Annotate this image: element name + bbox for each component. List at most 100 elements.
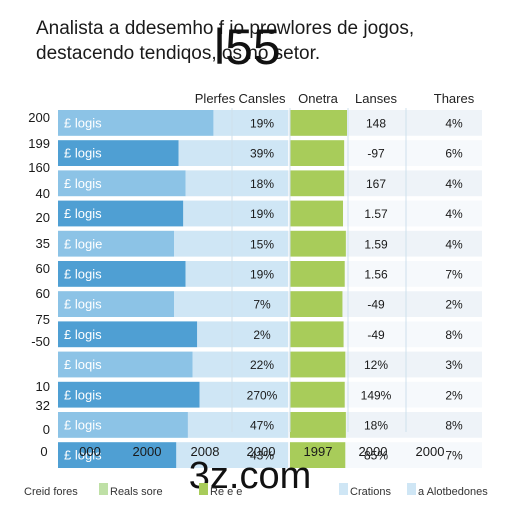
row-value-2: 149%: [361, 388, 392, 402]
legend-swatch: [199, 483, 208, 495]
data-bar: [58, 140, 179, 166]
bar-track: [178, 140, 288, 166]
bar-track: [176, 442, 288, 468]
y-tick-label: 199: [28, 136, 50, 151]
bar-track: [197, 321, 288, 348]
legend-swatch: [339, 483, 348, 495]
row-label: £ logie: [64, 236, 102, 251]
column-header: Lanses: [355, 91, 397, 106]
column-header: Onetra: [298, 91, 339, 106]
row-value-2: 18%: [364, 419, 388, 433]
row-value-1: 7%: [253, 298, 271, 312]
legend-label: Reals sore: [110, 486, 163, 498]
x-tick-label: 2008: [191, 444, 220, 459]
data-bar: [58, 170, 186, 197]
legend-swatch: [407, 483, 416, 495]
data-bar: [58, 442, 177, 468]
data-bar: [58, 261, 186, 287]
green-bar: [290, 291, 343, 317]
row-value-2: 12%: [364, 358, 388, 372]
green-bar: [290, 261, 345, 287]
data-bar: [58, 381, 200, 408]
y-tick-label: 0: [43, 422, 50, 437]
data-bar: [58, 291, 174, 317]
row-value-1: 43%: [250, 449, 274, 463]
row-value-3: 4%: [445, 117, 463, 131]
y-tick-label: 35: [36, 236, 50, 251]
row-value-3: 2%: [445, 298, 463, 312]
y-tick-label: 60: [36, 286, 50, 301]
legend-label: Crations: [350, 486, 391, 498]
row-value-2: 167: [366, 177, 386, 191]
row-value-3: 6%: [445, 147, 463, 161]
row-value-1: 18%: [250, 177, 274, 191]
row-value-3: 4%: [445, 237, 463, 251]
overlay-text: l55: [214, 19, 281, 75]
y-tick-label: 32: [36, 398, 50, 413]
data-bar: [58, 351, 193, 378]
row-value-1: 2%: [253, 328, 271, 342]
legend-label: a Alotbedones: [418, 486, 488, 498]
y-tick-label: 160: [28, 160, 50, 175]
legend-label: Creid fores: [24, 486, 78, 498]
bar-track: [185, 170, 288, 197]
green-bar: [290, 200, 344, 227]
bar-track: [174, 291, 288, 317]
title-line: destacendo tendiqos, os no setor.: [36, 43, 320, 64]
y-tick-label: 200: [28, 110, 50, 125]
column-header: Cansles: [239, 91, 286, 106]
x-tick-label: 2000: [416, 444, 445, 459]
row-label: £ logis: [64, 116, 102, 131]
row-value-1: 270%: [247, 388, 278, 402]
data-bar: [58, 412, 188, 438]
row-value-1: 47%: [250, 419, 274, 433]
bar-track: [174, 230, 288, 257]
row-value-3: 3%: [445, 358, 463, 372]
bar-track: [187, 412, 288, 438]
watermark: 3z.com: [189, 455, 311, 497]
green-bar: [290, 321, 344, 348]
row-label: £ logis: [64, 297, 102, 312]
y-tick-label: 75: [36, 312, 50, 327]
green-bar: [290, 170, 345, 197]
data-bar: [58, 200, 184, 227]
row-value-1: 19%: [250, 117, 274, 131]
x-tick-label: 1997: [304, 444, 333, 459]
row-label: £ logis: [64, 387, 102, 402]
row-label: £ logis: [64, 327, 102, 342]
column-header: Thares: [434, 91, 475, 106]
legend-swatch: [99, 483, 108, 495]
bar-track: [199, 381, 288, 408]
green-bar: [290, 351, 346, 378]
row-value-2: 1.57: [364, 207, 388, 221]
bar-track: [213, 110, 288, 136]
data-bar: [58, 230, 174, 257]
column-header: Plerfes: [195, 91, 236, 106]
data-bar: [58, 321, 198, 348]
x-tick-label: 2000: [247, 444, 276, 459]
bar-track: [185, 261, 288, 287]
y-tick-label: 10: [36, 379, 50, 394]
row-label: £ loqis: [64, 357, 102, 372]
y-tick-label: 40: [36, 186, 50, 201]
green-bar: [290, 381, 345, 408]
green-bar: [290, 412, 346, 438]
y-tick-label: -50: [31, 334, 50, 349]
row-value-2: 1.56: [364, 268, 388, 282]
title-line: Analista a ddesemho f io prowlores de jo…: [36, 18, 414, 39]
bar-track: [192, 351, 288, 378]
row-value-2: 148: [366, 117, 386, 131]
legend-label: Re e e: [210, 486, 242, 498]
bar-track: [183, 200, 288, 227]
row-value-2: -97: [367, 147, 385, 161]
green-bar: [290, 442, 346, 468]
row-value-2: -49: [367, 298, 385, 312]
row-value-1: 15%: [250, 237, 274, 251]
x-tick-label: 000: [79, 444, 101, 459]
row-label: £ logis: [64, 176, 102, 191]
y-tick-label: 20: [36, 210, 50, 225]
row-value-1: 39%: [250, 147, 274, 161]
row-value-1: 19%: [250, 207, 274, 221]
